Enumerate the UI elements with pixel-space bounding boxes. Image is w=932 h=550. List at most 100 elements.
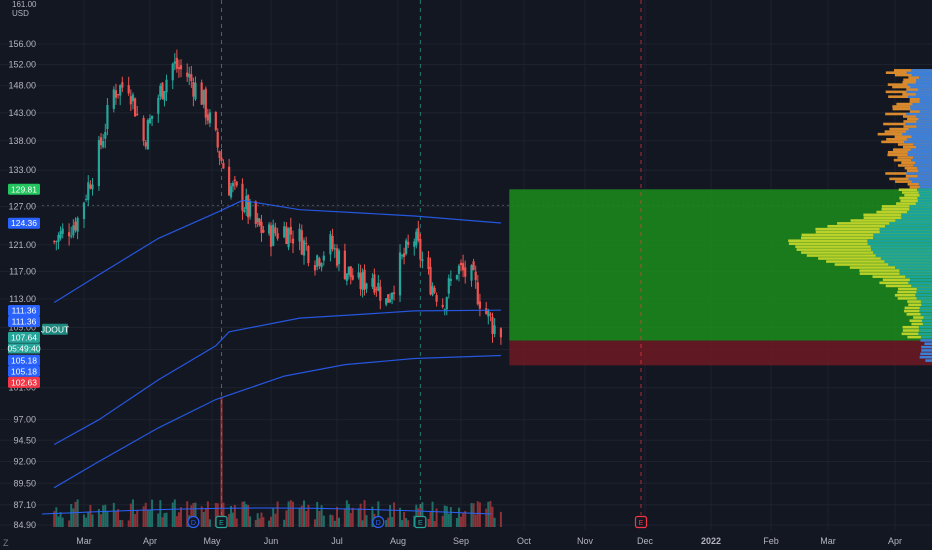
candle-body (357, 272, 360, 278)
price-tag (8, 376, 40, 388)
volume-bar (307, 504, 310, 527)
candle-body (464, 267, 467, 277)
volume-bar (268, 520, 271, 527)
profile-bar-upper-inner (915, 161, 932, 165)
profile-bar-mid (795, 245, 932, 248)
candle-body (55, 241, 58, 243)
candle-body (429, 266, 432, 295)
volume-bar (407, 520, 410, 527)
candle-body (291, 238, 295, 244)
profile-bar-mid (897, 290, 932, 294)
candle-body (413, 241, 416, 247)
volume-bar (260, 512, 263, 527)
top-tick-label: 161.00 (12, 0, 37, 9)
volume-ma-line (41, 507, 493, 515)
volume-bar (429, 512, 432, 527)
profile-bar-mid-inner (895, 219, 932, 222)
month-label: Apr (888, 536, 902, 546)
price-tick-label: 138.00 (8, 136, 36, 146)
profile-bar-upper-inner (916, 166, 932, 170)
profile-bar-mid (859, 272, 932, 275)
volume-bar (146, 509, 149, 527)
candle-body (371, 278, 374, 287)
candle-body (379, 286, 382, 301)
candle-body (385, 298, 388, 305)
volume-bar (292, 501, 294, 527)
profile-bar-upper-inner (917, 174, 932, 178)
profile-bar-mid (903, 309, 932, 313)
profile-bar-upper-inner (906, 112, 932, 116)
volume-bar (343, 508, 346, 527)
candle-body (305, 243, 308, 245)
profile-bar-mid-inner (919, 309, 932, 313)
volume-bar (204, 508, 207, 527)
candle-body (131, 94, 135, 102)
volume-bar (72, 508, 75, 527)
candle-body (405, 240, 408, 254)
volume-bar (89, 504, 92, 527)
volume-bar (287, 501, 290, 527)
profile-bar-mid-inner (920, 300, 932, 303)
candle-body (365, 283, 368, 289)
profile-bar-upper-inner (905, 130, 932, 133)
candle-body (289, 226, 292, 235)
volume-bar (121, 520, 124, 527)
profile-bar-upper-inner (905, 122, 932, 126)
candle-body (214, 111, 217, 131)
profile-bar-upper-inner (912, 156, 932, 159)
candle-body (228, 166, 231, 196)
candle-body (148, 118, 152, 124)
profile-bar-mid-inner (921, 303, 932, 307)
price-tag (8, 331, 40, 343)
profile-bar-mid (906, 312, 932, 316)
candle-body (392, 292, 396, 294)
candle-body (298, 228, 301, 242)
volume-bar (106, 511, 109, 527)
candle-body (89, 184, 92, 189)
volume-bar (57, 516, 60, 527)
volume-bar (399, 507, 402, 527)
candle-body (163, 91, 166, 101)
profile-bar-mid (911, 322, 932, 326)
candle-body (457, 265, 461, 274)
candle-body (241, 183, 244, 211)
candle-body (229, 186, 233, 198)
candle-body (272, 224, 275, 246)
profile-bar-low (921, 349, 932, 352)
volume-bar (186, 501, 189, 527)
profile-bar-low (925, 359, 932, 362)
candle-body (478, 301, 481, 309)
price-tag (8, 183, 40, 195)
candle-body (470, 265, 473, 281)
profile-bar-mid-inner (889, 222, 932, 225)
profile-bar-mid-inner (911, 284, 932, 288)
ma-lower (53, 354, 501, 489)
candle-body (150, 115, 154, 119)
profile-bar-mid-inner (879, 230, 932, 234)
volume-bar (97, 509, 100, 527)
zoom-icon[interactable]: Z (3, 538, 9, 548)
profile-bar-upper-inner (917, 88, 932, 91)
profile-bar-low (920, 352, 932, 356)
event-marker-label: D (376, 520, 381, 527)
candle-body (194, 82, 197, 100)
profile-bar-mid (885, 284, 932, 288)
profile-bar-mid-inner (888, 263, 932, 266)
volume-bar (476, 501, 479, 527)
volume-bar (322, 515, 325, 527)
volume-bar (245, 504, 248, 527)
event-marker-label: E (418, 520, 423, 527)
volume-bar (171, 502, 174, 527)
dividend-marker (187, 515, 200, 529)
candle-body (447, 278, 450, 294)
profile-bar-mid-inner (873, 233, 932, 237)
candle-body (389, 299, 392, 303)
candle-body (119, 85, 122, 96)
profile-bar-upper-inner (918, 76, 932, 79)
time-axis[interactable]: D E D E E Mar Apr May Jun Jul Aug Sep Oct Nov Dec 2022 F… (76, 515, 902, 547)
candle-body (220, 157, 223, 161)
profile-bar-upper-inner (911, 135, 932, 139)
volume-bar (460, 516, 462, 527)
candle-body (136, 113, 139, 115)
